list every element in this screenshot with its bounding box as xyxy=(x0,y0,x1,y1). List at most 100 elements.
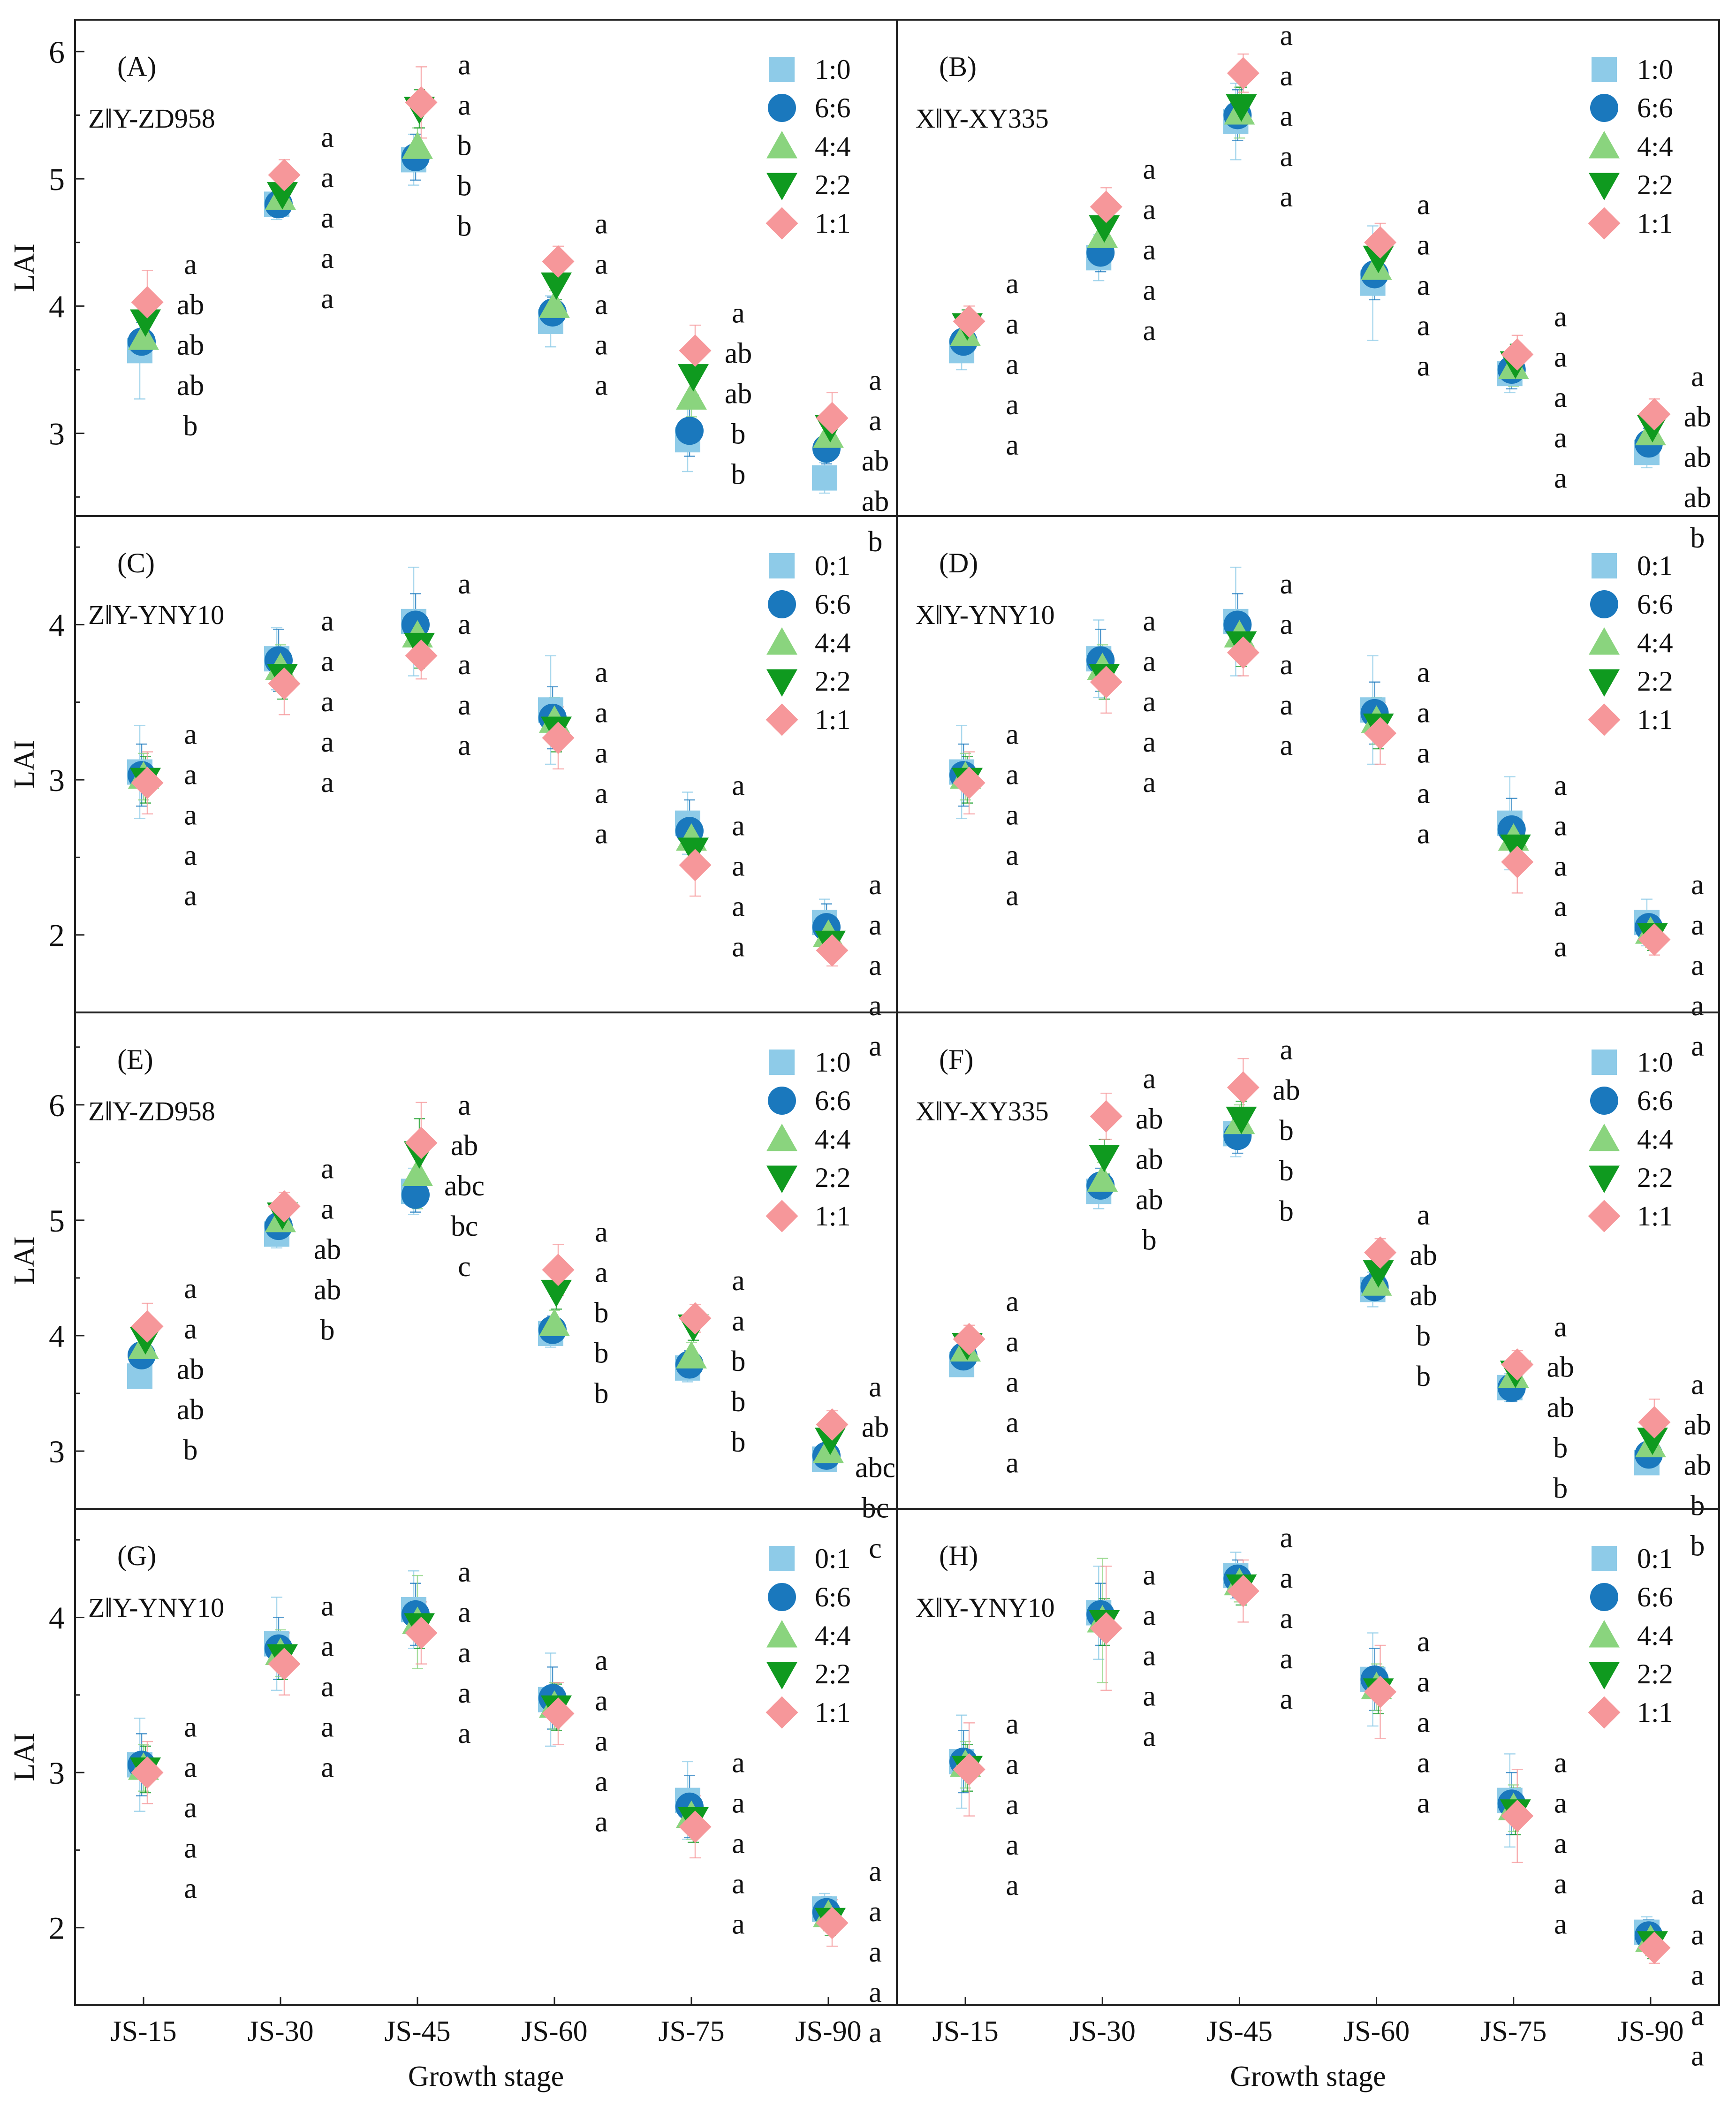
significance-letter: a xyxy=(1006,1285,1019,1317)
panel-frame xyxy=(74,1012,898,1510)
significance-letter: abc xyxy=(444,1170,485,1202)
chart-panel: (D)X‖Y-YNY100:16:64:42:21:1aaaaaaaaaaaaa… xyxy=(896,515,1720,1062)
x-tick-label: JS-75 xyxy=(1480,2016,1546,2047)
significance-letter: ab xyxy=(177,329,205,361)
significance-letter: a xyxy=(732,931,745,963)
data-point xyxy=(1501,1348,1534,1381)
significance-letter: b xyxy=(1416,1320,1431,1352)
data-point xyxy=(1227,57,1259,90)
y-tick-label: 5 xyxy=(49,1203,65,1239)
data-point xyxy=(1226,1106,1257,1134)
significance-letter: b xyxy=(868,526,883,558)
chart-panel: 234LAI(C)Z‖Y-YNY100:16:64:42:21:1aaaaaaa… xyxy=(8,515,898,1062)
significance-letter: a xyxy=(732,1265,745,1297)
chart-panel: (B)X‖Y-XY3351:06:64:42:21:1aaaaaaaaaaaaa… xyxy=(896,19,1720,554)
data-point xyxy=(539,1308,570,1336)
data-point xyxy=(1638,398,1671,431)
significance-letter: a xyxy=(1691,361,1704,393)
legend-marker xyxy=(1592,57,1617,82)
significance-letter: b xyxy=(594,1297,609,1329)
significance-letter: a xyxy=(1006,1789,1019,1821)
significance-letter: a xyxy=(595,1217,608,1248)
y-tick-label: 5 xyxy=(49,161,65,197)
significance-letter: a xyxy=(321,122,334,153)
significance-letter: a xyxy=(1006,1366,1019,1398)
legend-marker xyxy=(1589,1662,1620,1689)
significance-letter: a xyxy=(1417,1707,1430,1739)
legend-label: 4:4 xyxy=(1637,1124,1673,1155)
data-point xyxy=(267,182,298,210)
data-point xyxy=(1089,1145,1120,1172)
significance-letter: a xyxy=(458,689,471,721)
panel-label: (C) xyxy=(117,548,155,578)
legend-label: 4:4 xyxy=(815,131,851,162)
legend-marker xyxy=(1590,1087,1618,1115)
legend-label: 1:0 xyxy=(815,1047,851,1078)
significance-letter: b xyxy=(1416,1361,1431,1392)
legend-label: 6:6 xyxy=(1637,1582,1673,1613)
significance-letter: a xyxy=(595,208,608,240)
legend-label: 0:1 xyxy=(815,550,851,581)
legend-marker xyxy=(766,703,798,736)
significance-letter: a xyxy=(595,1725,608,1757)
data-point xyxy=(405,1126,438,1159)
significance-letter: a xyxy=(458,1556,471,1588)
legend-label: 2:2 xyxy=(1637,666,1673,697)
y-tick-label: 3 xyxy=(49,762,65,798)
significance-letter: ab xyxy=(1684,1449,1712,1481)
significance-letter: a xyxy=(321,283,334,315)
data-point xyxy=(1090,1100,1122,1133)
data-point xyxy=(405,1617,438,1649)
data-point xyxy=(1638,1406,1671,1438)
significance-letter: a xyxy=(1280,1603,1293,1635)
legend-label: 6:6 xyxy=(1637,92,1673,123)
significance-letter: a xyxy=(1554,301,1567,333)
x-tick-label: JS-90 xyxy=(1617,2016,1683,2047)
significance-letter: a xyxy=(595,1685,608,1717)
data-point xyxy=(1501,338,1534,371)
significance-letter: ab xyxy=(862,1411,889,1443)
legend-label: 1:1 xyxy=(815,1201,851,1232)
significance-letter: a xyxy=(458,1089,471,1121)
significance-letter: ab xyxy=(314,1274,341,1306)
significance-letter: a xyxy=(1691,1030,1704,1062)
data-point xyxy=(1501,1800,1534,1833)
chart-panel: 3456LAI(A)Z‖Y-ZD9581:06:64:42:21:1aababa… xyxy=(8,19,898,558)
data-point xyxy=(1637,1427,1668,1455)
significance-letter: b xyxy=(1690,1490,1705,1521)
x-axis-label: Growth stage xyxy=(408,2061,564,2092)
significance-letter: a xyxy=(1417,270,1430,302)
panel-frame xyxy=(896,515,1720,1013)
legend-marker xyxy=(1588,1200,1621,1232)
data-point xyxy=(1090,1612,1122,1645)
significance-letter: a xyxy=(1143,194,1156,226)
significance-letter: a xyxy=(321,767,334,799)
significance-letter: a xyxy=(321,1752,334,1784)
significance-letter: a xyxy=(1280,1522,1293,1554)
significance-letter: a xyxy=(595,329,608,361)
significance-letter: a xyxy=(1554,341,1567,373)
significance-letter: a xyxy=(1417,697,1430,729)
significance-letter: a xyxy=(184,1313,197,1345)
y-axis-label: LAI xyxy=(8,243,40,292)
significance-letter: a xyxy=(458,568,471,600)
legend-marker xyxy=(1588,703,1621,736)
legend-label: 1:1 xyxy=(815,208,851,239)
significance-letter: a xyxy=(595,1806,608,1838)
significance-letter: a xyxy=(1280,1643,1293,1675)
x-tick-label: JS-60 xyxy=(1343,2016,1410,2047)
significance-letter: a xyxy=(869,405,882,437)
panel-label: (B) xyxy=(939,51,977,82)
significance-letter: ab xyxy=(725,378,752,410)
significance-letter: a xyxy=(1691,1369,1704,1400)
significance-letter: a xyxy=(595,656,608,688)
significance-letter: a xyxy=(1691,869,1704,901)
significance-letter: a xyxy=(321,1590,334,1622)
y-tick-label: 3 xyxy=(49,1755,65,1791)
data-point xyxy=(1227,636,1259,669)
significance-letter: b xyxy=(731,418,746,450)
significance-letter: a xyxy=(321,605,334,637)
significance-letter: a xyxy=(1417,1788,1430,1819)
data-point xyxy=(542,1697,575,1730)
significance-letter: a xyxy=(1143,1681,1156,1712)
